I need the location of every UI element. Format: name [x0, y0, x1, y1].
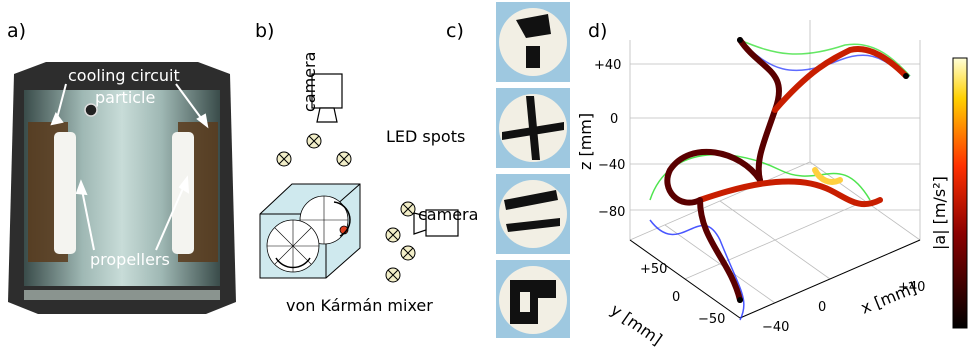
- x-tick-3: −40: [762, 320, 790, 335]
- mixer-photo: [8, 62, 236, 314]
- particle-label: particle: [95, 88, 156, 107]
- z-axis-label: z [mm]: [576, 112, 595, 170]
- panel-d-label: d): [588, 20, 608, 42]
- y-tick-3: −50: [698, 312, 726, 327]
- right-camera-label: camera: [418, 205, 479, 224]
- panel-a-pointers: [50, 83, 209, 251]
- top-camera-label: camera: [300, 51, 319, 112]
- marked-spheres: [496, 2, 570, 338]
- x-tick-2: 0: [818, 300, 827, 315]
- colorbar-label: |a| [m/s²]: [930, 176, 949, 250]
- mixer-label: von Kármán mixer: [286, 296, 433, 315]
- colorbar: [952, 57, 968, 329]
- x-tick-1: +40: [898, 280, 926, 295]
- propellers-label: propellers: [90, 250, 170, 269]
- z-tick-2: 0: [610, 112, 619, 127]
- led-spots-label: LED spots: [386, 127, 466, 146]
- trajectory-plot-3d: [629, 20, 921, 321]
- z-tick-1: +40: [594, 58, 622, 73]
- led-spots-right: [385, 201, 416, 283]
- right-camera-icon: [413, 209, 459, 237]
- led-spots-top: [276, 133, 352, 167]
- z-tick-4: −80: [598, 205, 626, 220]
- z-tick-3: −40: [598, 158, 626, 173]
- top-camera-icon: [311, 73, 343, 123]
- y-tick-1: +50: [640, 262, 668, 277]
- y-tick-2: 0: [672, 290, 681, 305]
- panel-c-label: c): [446, 20, 464, 42]
- cooling-circuit-label: cooling circuit: [68, 66, 180, 85]
- panel-b-label: b): [255, 20, 275, 42]
- panel-a-label: a): [7, 20, 27, 42]
- mixer-cube-diagram: [259, 183, 361, 279]
